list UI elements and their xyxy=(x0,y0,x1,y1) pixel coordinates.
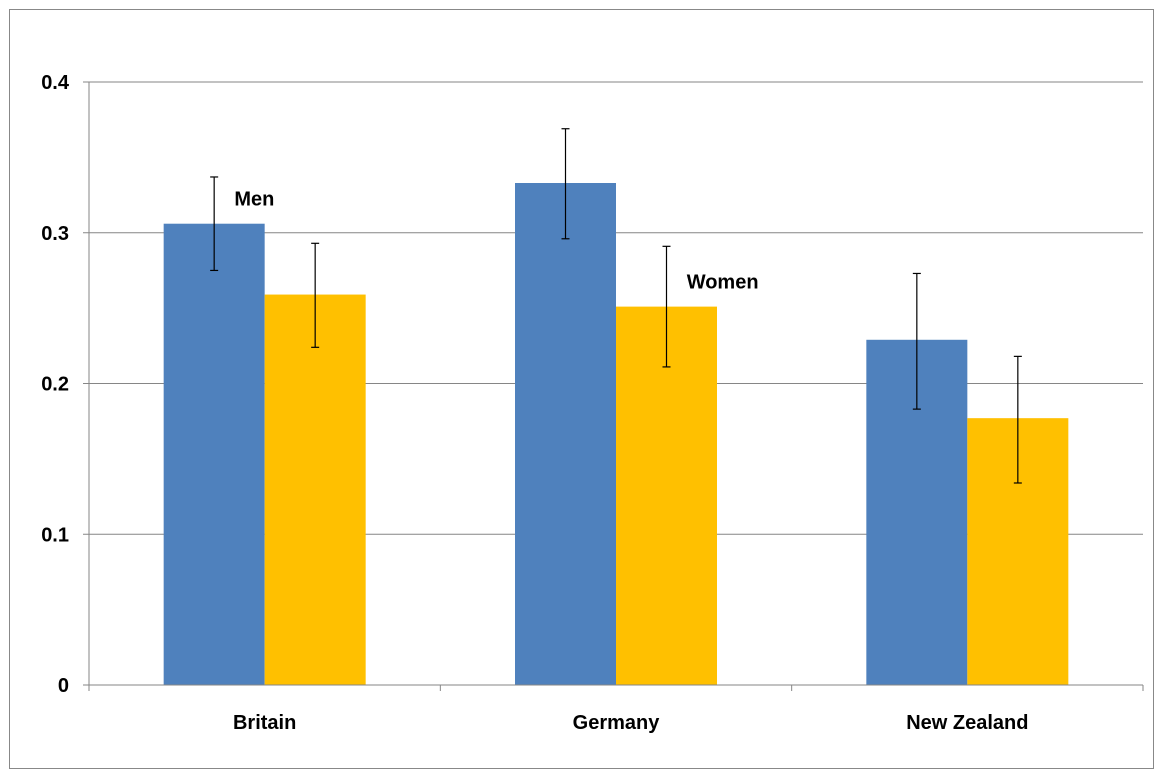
error-bar xyxy=(561,128,570,240)
y-tick-label: 0.4 xyxy=(41,72,70,94)
y-tick-label: 0.1 xyxy=(41,524,69,546)
error-bar xyxy=(1013,355,1022,484)
x-tick-label: Germany xyxy=(573,712,661,734)
labels: 0 0.1 0.2 0.3 0.4 Britain Germany New Zealand Me… xyxy=(41,72,1028,734)
bar xyxy=(163,223,265,685)
series-annotation: Men xyxy=(234,189,274,211)
bar xyxy=(515,183,616,685)
y-tick-label: 0 xyxy=(58,675,69,697)
x-tick-label: New Zealand xyxy=(906,712,1028,734)
y-tick-label: 0.2 xyxy=(41,374,69,396)
x-tick-label: Britain xyxy=(233,712,296,734)
y-tick-label: 0.3 xyxy=(41,223,69,245)
bars xyxy=(163,183,1069,685)
error-bars xyxy=(210,128,1022,484)
error-bar xyxy=(912,272,921,410)
error-bar xyxy=(311,242,320,348)
error-bar xyxy=(210,176,219,272)
bar xyxy=(264,294,366,685)
axes xyxy=(83,81,1144,691)
error-bar xyxy=(662,245,671,368)
series-annotation: Women xyxy=(687,272,759,294)
bar xyxy=(616,306,717,685)
